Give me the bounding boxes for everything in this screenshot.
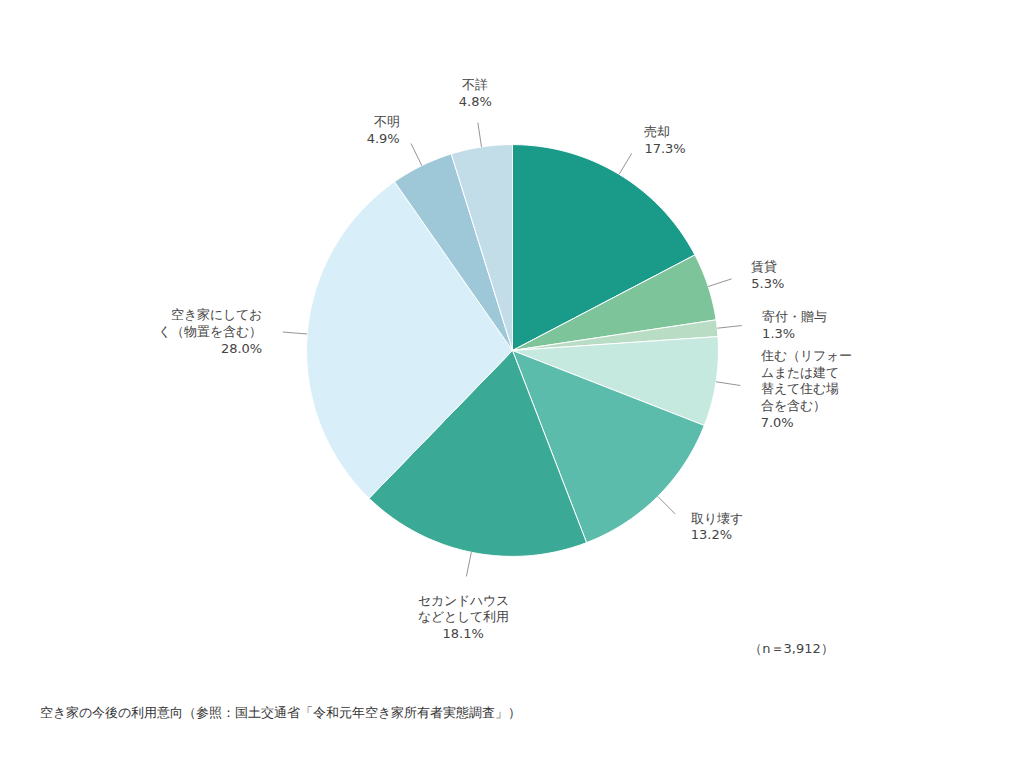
- svg-text:寄付・贈与1.3%: 寄付・贈与1.3%: [762, 309, 827, 341]
- svg-text:住む（リフォームまたは建て替えて住む場合を含む）7.0%: 住む（リフォームまたは建て替えて住む場合を含む）7.0%: [760, 348, 852, 431]
- svg-text:不詳4.8%: 不詳4.8%: [459, 77, 492, 109]
- svg-text:不明4.9%: 不明4.9%: [367, 114, 400, 146]
- svg-text:空き家にしておく（物置を含む）28.0%: 空き家にしておく（物置を含む）28.0%: [158, 307, 262, 356]
- html-text:空き家の今後の利用意向（参照：国土交通省「令和元年空き家所有: 空き家の今後の利用意向（参照：国土交通省「令和元年空き家所有者実態調査」）: [40, 705, 521, 720]
- svg-text:取り壊す13.2%: 取り壊す13.2%: [691, 511, 743, 543]
- svg-text:売却17.3%: 売却17.3%: [644, 124, 685, 156]
- svg-text:セカンドハウスなどとして利用18.1%: セカンドハウスなどとして利用18.1%: [418, 593, 509, 642]
- svg-text:賃貸5.3%: 賃貸5.3%: [751, 259, 784, 291]
- svg-text:（n＝3,912）: （n＝3,912）: [749, 641, 833, 656]
